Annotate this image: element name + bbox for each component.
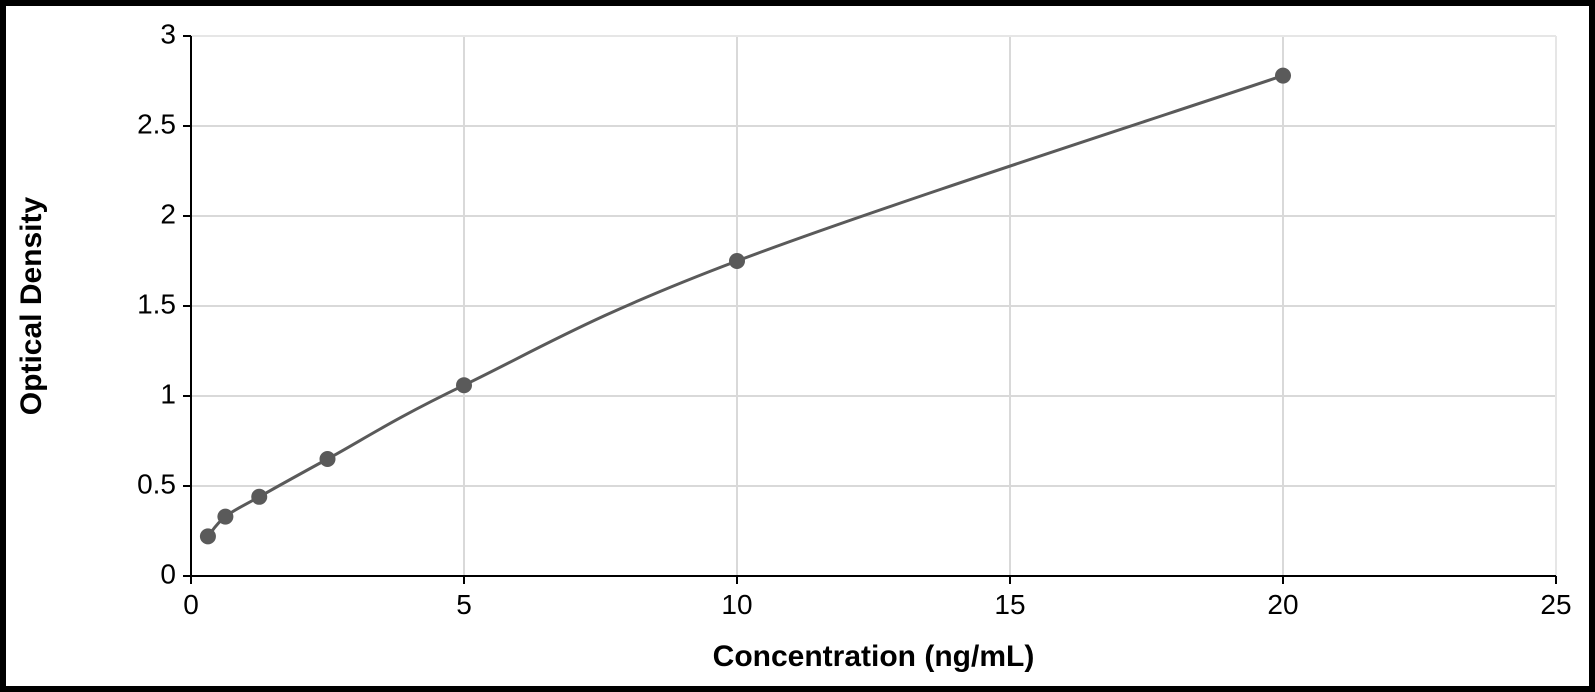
y-tick-label: 2 [160,198,176,229]
x-tick-label: 10 [721,589,752,620]
data-point [456,377,472,393]
y-tick-label: 1 [160,378,176,409]
y-tick-label: 2.5 [137,108,176,139]
chart-frame: 0 5 10 15 20 25 0 0.5 1 1.5 2 2.5 3 Concentration (ng… [0,0,1595,692]
data-point [729,253,745,269]
x-tick-label: 5 [456,589,472,620]
chart-svg: 0 5 10 15 20 25 0 0.5 1 1.5 2 2.5 3 Concentration (ng… [6,6,1589,686]
y-axis-label: Optical Density [15,196,48,415]
data-point [1275,68,1291,84]
x-tick-label: 20 [1267,589,1298,620]
data-point [200,528,216,544]
data-point [251,489,267,505]
x-tick-label: 15 [994,589,1025,620]
y-tick-label: 3 [160,18,176,49]
x-axis-label: Concentration (ng/mL) [713,640,1035,673]
chart-container: 0 5 10 15 20 25 0 0.5 1 1.5 2 2.5 3 Concentration (ng… [6,6,1589,686]
y-tick-label: 0 [160,558,176,589]
data-point [320,451,336,467]
y-tick-label: 1.5 [137,288,176,319]
x-tick-label: 0 [183,589,199,620]
x-tick-label: 25 [1540,589,1571,620]
y-tick-label: 0.5 [137,468,176,499]
data-point [217,509,233,525]
